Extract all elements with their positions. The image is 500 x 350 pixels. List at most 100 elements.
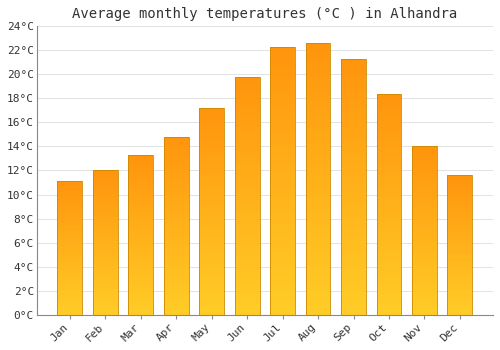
Bar (58, 295, 82, 296)
Bar (235, 139, 260, 142)
Bar (58, 193, 82, 195)
Bar (412, 281, 437, 283)
Bar (341, 219, 366, 222)
Bar (164, 250, 188, 252)
Bar (270, 157, 295, 161)
Bar (448, 290, 472, 292)
Bar (128, 207, 153, 209)
Bar (412, 285, 437, 287)
Bar (164, 290, 188, 293)
Bar (200, 193, 224, 196)
Bar (270, 224, 295, 228)
Bar (58, 195, 82, 196)
Bar (58, 251, 82, 253)
Bar (93, 284, 118, 286)
Bar (376, 157, 402, 160)
Bar (235, 205, 260, 208)
Bar (341, 94, 366, 97)
Bar (376, 93, 402, 315)
Bar (376, 179, 402, 182)
Bar (376, 224, 402, 226)
Bar (376, 262, 402, 265)
Bar (128, 231, 153, 233)
Bar (448, 217, 472, 219)
Bar (128, 247, 153, 249)
Bar (200, 121, 224, 124)
Bar (164, 284, 188, 286)
Bar (376, 154, 402, 157)
Bar (448, 299, 472, 301)
Bar (164, 301, 188, 303)
Bar (376, 102, 402, 105)
Bar (412, 184, 437, 187)
Bar (93, 244, 118, 246)
Bar (235, 98, 260, 100)
Bar (93, 282, 118, 284)
Bar (270, 47, 295, 50)
Bar (448, 191, 472, 193)
Bar (341, 113, 366, 116)
Bar (306, 233, 330, 237)
Bar (235, 148, 260, 151)
Bar (376, 237, 402, 240)
Bar (341, 308, 366, 312)
Bar (306, 169, 330, 172)
Bar (341, 174, 366, 177)
Bar (270, 54, 295, 57)
Bar (200, 186, 224, 188)
Bar (58, 266, 82, 268)
Bar (93, 232, 118, 233)
Bar (58, 270, 82, 271)
Bar (270, 93, 295, 97)
Bar (200, 113, 224, 116)
Bar (376, 171, 402, 174)
Bar (164, 313, 188, 315)
Bar (341, 231, 366, 235)
Bar (376, 215, 402, 218)
Bar (376, 268, 402, 271)
Bar (306, 57, 330, 60)
Bar (93, 172, 118, 174)
Bar (93, 183, 118, 185)
Bar (93, 219, 118, 221)
Bar (58, 205, 82, 206)
Bar (270, 77, 295, 80)
Bar (200, 191, 224, 193)
Bar (58, 240, 82, 242)
Bar (412, 287, 437, 289)
Bar (235, 246, 260, 249)
Bar (128, 157, 153, 159)
Bar (306, 87, 330, 91)
Bar (235, 303, 260, 306)
Bar (235, 270, 260, 273)
Bar (58, 300, 82, 301)
Bar (58, 186, 82, 188)
Bar (306, 230, 330, 233)
Bar (58, 296, 82, 298)
Bar (306, 63, 330, 67)
Bar (448, 205, 472, 207)
Bar (306, 206, 330, 209)
Bar (58, 260, 82, 261)
Bar (235, 234, 260, 237)
Bar (200, 165, 224, 167)
Bar (128, 195, 153, 197)
Bar (164, 244, 188, 246)
Bar (93, 226, 118, 228)
Bar (93, 306, 118, 308)
Bar (164, 237, 188, 239)
Bar (448, 238, 472, 240)
Bar (306, 97, 330, 101)
Bar (164, 157, 188, 159)
Bar (376, 176, 402, 179)
Bar (270, 114, 295, 117)
Bar (200, 211, 224, 214)
Bar (200, 178, 224, 180)
Bar (270, 150, 295, 154)
Bar (448, 231, 472, 233)
Bar (128, 237, 153, 239)
Bar (200, 242, 224, 245)
Bar (128, 179, 153, 181)
Bar (306, 84, 330, 87)
Bar (341, 283, 366, 286)
